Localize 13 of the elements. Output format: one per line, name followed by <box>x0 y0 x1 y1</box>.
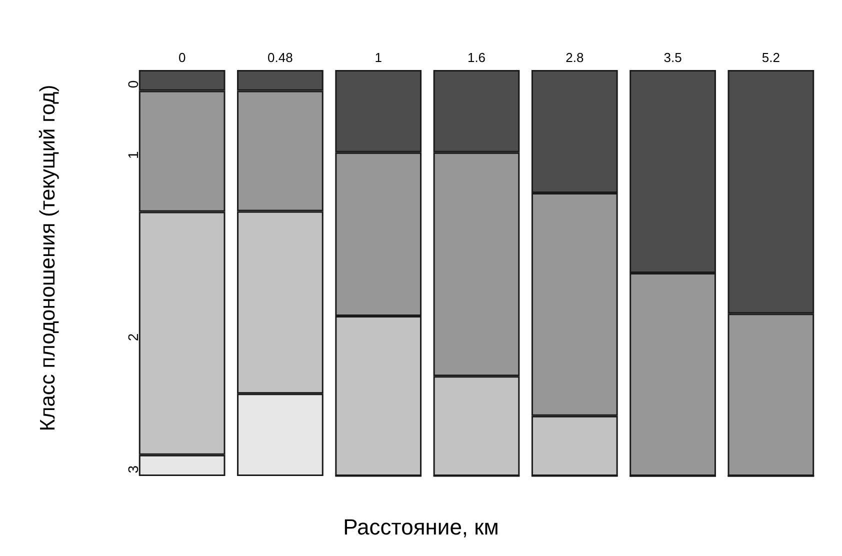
text: 2 <box>124 333 141 342</box>
text: 0 <box>124 80 141 88</box>
text: 1 <box>124 150 141 159</box>
x-axis-title: Расстояние, км <box>343 514 499 540</box>
text: 3 <box>124 465 141 474</box>
y-axis-title: Класс плодоношения (текущий год) <box>36 84 60 432</box>
x-tick-label: 2.8 <box>566 50 584 65</box>
x-tick-label: 1 <box>374 50 382 65</box>
x-tick-label: 0.48 <box>268 50 293 65</box>
x-tick-label: 3.5 <box>664 50 682 65</box>
x-tick-label: 1.6 <box>467 50 486 65</box>
x-tick-label: 0 <box>178 50 186 65</box>
x-tick-label: 5.2 <box>762 50 780 65</box>
